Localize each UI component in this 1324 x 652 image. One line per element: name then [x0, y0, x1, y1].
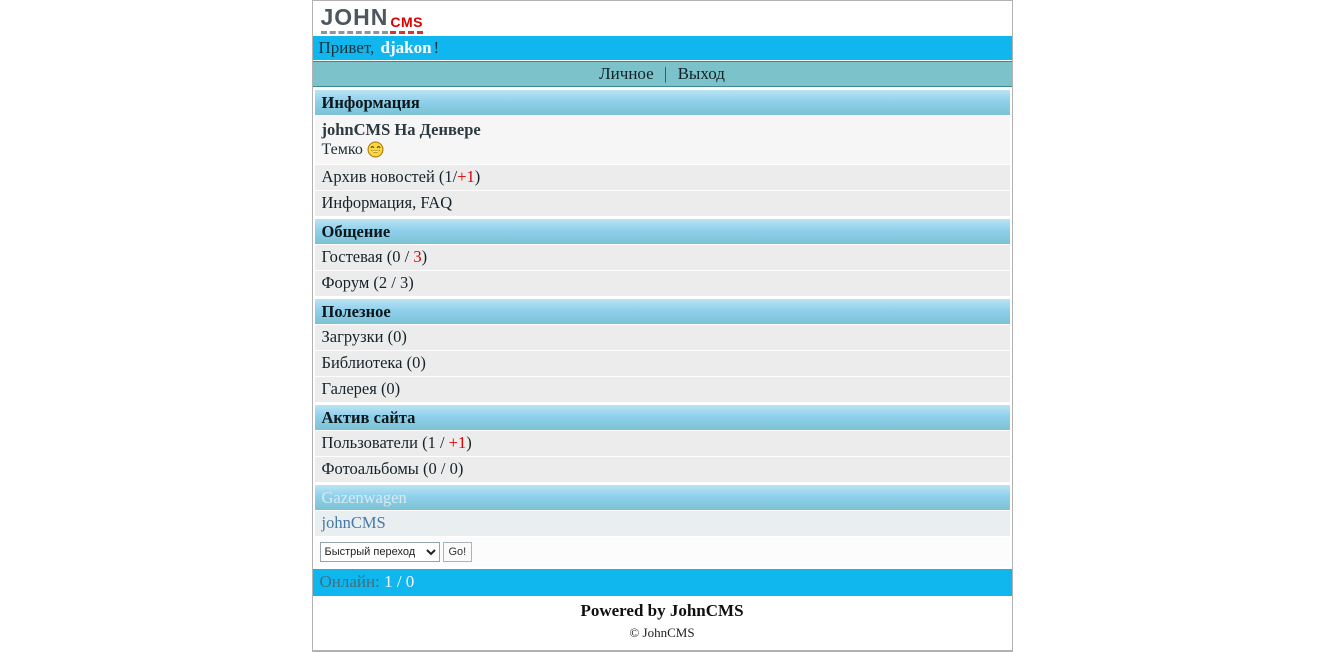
section-header-useful: Полезное [314, 299, 1010, 324]
welcome-suffix: ! [433, 38, 440, 57]
news-body-text: Темко [321, 141, 363, 158]
logo-cms-text: CMS [390, 15, 424, 34]
johncms-site-link[interactable]: johnCMS [314, 511, 1010, 536]
menu-item-news-archive[interactable]: Архив новостей (1/+1) [314, 165, 1010, 190]
logout-link[interactable]: Выход [677, 64, 725, 83]
new-count-badge: +1 [457, 167, 475, 186]
quick-jump-form: Быстрый переход Go! [314, 537, 1010, 567]
news-title: johnCMS На Денвере [321, 120, 481, 139]
section-header-site-activity: Актив сайта [314, 405, 1010, 430]
menu-item-users[interactable]: Пользователи (1 / +1) [314, 431, 1010, 456]
online-bar: Онлайн: 1 / 0 [312, 569, 1012, 596]
go-button[interactable]: Go! [442, 542, 473, 562]
menu-item-guestbook[interactable]: Гостевая (0 / 3) [314, 245, 1010, 270]
menu-item-gallery[interactable]: Галерея (0) [314, 377, 1010, 402]
menu-item-forum[interactable]: Форум (2 / 3) [314, 271, 1010, 296]
powered-by-text: Powered by JohnCMS [580, 601, 744, 620]
online-label: Онлайн: [319, 572, 380, 591]
welcome-prefix: Привет, [318, 38, 375, 57]
johncms-page: JOHN CMS Привет, djakon! Личное | Выход … [311, 0, 1013, 652]
logo-strip: JOHN CMS [312, 1, 1012, 36]
footer: Powered by JohnCMS © JohnCMS [312, 596, 1012, 648]
news-body: Темко [322, 140, 1003, 159]
news-row: johnCMS На Денвере Темко [314, 116, 1010, 164]
grin-smiley-icon [367, 141, 384, 158]
new-count-badge: +1 [448, 433, 467, 452]
johncms-logo[interactable]: JOHN CMS [320, 5, 424, 34]
welcome-bar: Привет, djakon! [312, 36, 1012, 60]
gazenwagen-link[interactable]: Gazenwagen [321, 488, 407, 507]
menu-item-photo-albums[interactable]: Фотоальбомы (0 / 0) [314, 457, 1010, 482]
quick-jump-select[interactable]: Быстрый переход [319, 542, 440, 562]
top-nav-bar: Личное | Выход [312, 61, 1012, 87]
new-count-badge: 3 [413, 247, 422, 266]
menu-item-downloads[interactable]: Загрузки (0) [314, 325, 1010, 350]
section-header-communication: Общение [314, 219, 1010, 244]
username-link[interactable]: djakon [380, 38, 432, 57]
menu-item-info-faq[interactable]: Информация, FAQ [314, 191, 1010, 216]
nav-divider: | [663, 64, 668, 83]
logo-john-text: JOHN [320, 5, 389, 34]
online-count: 1 / 0 [384, 572, 415, 591]
menu-item-library[interactable]: Библиотека (0) [314, 351, 1010, 376]
personal-link[interactable]: Личное [599, 64, 654, 83]
section-header-information: Информация [314, 90, 1010, 115]
section-header-gazenwagen: Gazenwagen [314, 485, 1010, 510]
copyright-text: © JohnCMS [629, 625, 695, 640]
